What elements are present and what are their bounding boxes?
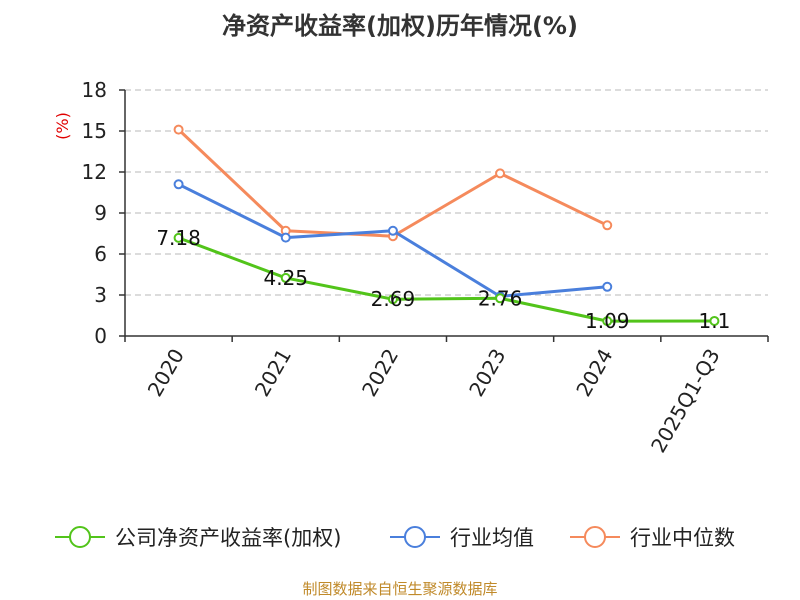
x-tick-label: 2024 xyxy=(571,345,617,401)
grid-lines xyxy=(125,89,768,296)
data-label: 1.1 xyxy=(699,309,731,333)
data-point xyxy=(602,281,613,292)
data-point xyxy=(387,294,398,305)
y-tick-label: 18 xyxy=(82,78,107,102)
data-point xyxy=(173,232,184,243)
legend-label: 行业均值 xyxy=(450,526,534,550)
series-line xyxy=(177,128,608,238)
y-tick-label: 12 xyxy=(82,160,107,184)
x-tick-label: 2022 xyxy=(357,345,403,401)
y-axis-unit-label: (%) xyxy=(53,112,72,140)
legend-label: 公司净资产收益率(加权) xyxy=(115,526,341,550)
source-note: 制图数据来自恒生聚源数据库 xyxy=(302,580,497,598)
x-tick-label: 2021 xyxy=(250,345,296,401)
data-point xyxy=(602,220,613,231)
x-tick-label: 2020 xyxy=(143,345,189,401)
x-tick-label: 2023 xyxy=(464,345,510,401)
legend-swatch-marker xyxy=(404,526,426,548)
chart-title: 净资产收益率(加权)历年情况(%) xyxy=(222,12,578,40)
data-point xyxy=(280,272,291,283)
data-point xyxy=(602,316,613,327)
series-lines xyxy=(173,124,720,327)
legend: 公司净资产收益率(加权) 行业均值 行业中位数 xyxy=(55,526,735,550)
data-label: 2.69 xyxy=(371,287,416,311)
y-tick-label: 15 xyxy=(82,119,107,143)
legend-swatch-marker xyxy=(584,526,606,548)
series-line xyxy=(178,236,715,323)
y-tick-label: 3 xyxy=(94,283,107,307)
data-label: 7.18 xyxy=(156,226,201,250)
data-point xyxy=(709,315,720,326)
x-tick-label: 2025Q1-Q3 xyxy=(646,345,725,457)
legend-label: 行业中位数 xyxy=(630,526,735,550)
data-point xyxy=(173,179,184,190)
data-label: 2.76 xyxy=(478,286,523,310)
y-tick-label: 6 xyxy=(94,242,107,266)
y-tick-label: 9 xyxy=(94,201,107,225)
legend-swatch-marker xyxy=(69,526,91,548)
data-point xyxy=(495,168,506,179)
data-point xyxy=(173,124,184,135)
data-point xyxy=(280,232,291,243)
data-point xyxy=(387,225,398,236)
data-label: 4.25 xyxy=(263,266,308,290)
data-label: 1.09 xyxy=(585,309,630,333)
y-tick-label: 0 xyxy=(94,324,107,348)
data-point xyxy=(495,293,506,304)
data-labels: 7.18 4.25 2.69 2.76 1.09 1.1 xyxy=(156,226,730,333)
